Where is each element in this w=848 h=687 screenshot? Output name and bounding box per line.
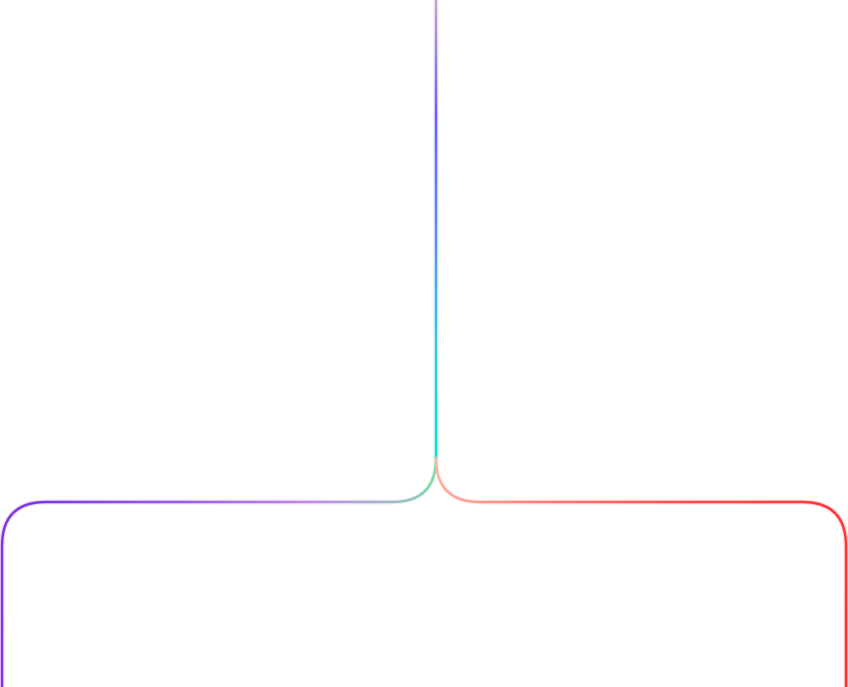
right-branch-glow bbox=[433, 455, 848, 687]
left-branch-glow bbox=[0, 455, 439, 687]
left-branch-line bbox=[0, 456, 438, 687]
right-branch-line bbox=[434, 456, 848, 687]
